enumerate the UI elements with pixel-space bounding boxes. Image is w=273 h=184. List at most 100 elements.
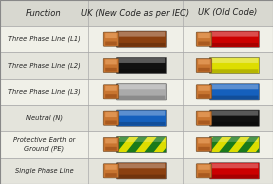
FancyBboxPatch shape: [118, 96, 165, 99]
FancyBboxPatch shape: [118, 111, 165, 116]
FancyBboxPatch shape: [198, 94, 210, 98]
FancyBboxPatch shape: [117, 57, 167, 74]
FancyBboxPatch shape: [196, 32, 212, 46]
FancyBboxPatch shape: [196, 111, 212, 125]
FancyBboxPatch shape: [105, 112, 117, 117]
Bar: [116, 58, 118, 73]
FancyBboxPatch shape: [118, 122, 165, 126]
FancyBboxPatch shape: [211, 137, 258, 142]
FancyBboxPatch shape: [198, 121, 210, 124]
FancyBboxPatch shape: [118, 58, 165, 63]
Text: UK (Old Code): UK (Old Code): [198, 8, 258, 17]
Polygon shape: [190, 137, 212, 152]
FancyBboxPatch shape: [103, 59, 119, 72]
FancyBboxPatch shape: [198, 59, 210, 64]
FancyBboxPatch shape: [209, 57, 260, 74]
FancyBboxPatch shape: [105, 173, 117, 177]
FancyBboxPatch shape: [211, 175, 258, 178]
Text: Three Phase Line (L3): Three Phase Line (L3): [8, 89, 80, 95]
FancyBboxPatch shape: [209, 31, 260, 47]
FancyBboxPatch shape: [196, 137, 212, 152]
Polygon shape: [228, 137, 250, 152]
Bar: [0, 52, 273, 79]
FancyBboxPatch shape: [209, 84, 260, 100]
FancyBboxPatch shape: [105, 94, 117, 98]
FancyBboxPatch shape: [198, 165, 210, 170]
FancyBboxPatch shape: [198, 68, 210, 72]
FancyBboxPatch shape: [117, 31, 167, 47]
FancyBboxPatch shape: [211, 58, 258, 63]
FancyBboxPatch shape: [105, 68, 117, 72]
FancyBboxPatch shape: [118, 32, 165, 37]
Text: Neutral (N): Neutral (N): [25, 115, 63, 121]
Bar: [116, 111, 118, 126]
FancyBboxPatch shape: [198, 112, 210, 117]
FancyBboxPatch shape: [118, 84, 165, 89]
FancyBboxPatch shape: [118, 69, 165, 73]
Text: Single Phase Line: Single Phase Line: [15, 168, 73, 174]
FancyBboxPatch shape: [105, 59, 117, 64]
FancyBboxPatch shape: [118, 163, 165, 168]
FancyBboxPatch shape: [211, 163, 258, 168]
Polygon shape: [99, 137, 120, 152]
FancyBboxPatch shape: [211, 96, 258, 99]
FancyBboxPatch shape: [117, 136, 167, 153]
FancyBboxPatch shape: [198, 147, 210, 151]
Polygon shape: [135, 137, 157, 152]
Text: Three Phase Line (L1): Three Phase Line (L1): [8, 36, 80, 43]
Bar: [0, 26, 273, 52]
Bar: [116, 137, 118, 152]
Bar: [0, 105, 273, 131]
FancyBboxPatch shape: [198, 138, 210, 143]
FancyBboxPatch shape: [211, 111, 258, 116]
FancyBboxPatch shape: [117, 110, 167, 126]
FancyBboxPatch shape: [196, 164, 212, 178]
FancyBboxPatch shape: [198, 33, 210, 38]
FancyBboxPatch shape: [117, 163, 167, 179]
FancyBboxPatch shape: [103, 85, 119, 99]
Bar: [116, 31, 118, 47]
Bar: [209, 111, 211, 126]
Polygon shape: [117, 137, 138, 152]
Polygon shape: [247, 137, 268, 152]
Bar: [209, 163, 211, 178]
FancyBboxPatch shape: [105, 138, 117, 143]
Polygon shape: [265, 137, 273, 152]
FancyBboxPatch shape: [103, 111, 119, 125]
FancyBboxPatch shape: [118, 175, 165, 178]
Bar: [209, 31, 211, 47]
FancyBboxPatch shape: [209, 163, 260, 179]
FancyBboxPatch shape: [209, 136, 260, 153]
FancyBboxPatch shape: [105, 147, 117, 151]
Bar: [0, 158, 273, 184]
FancyBboxPatch shape: [211, 32, 258, 37]
FancyBboxPatch shape: [211, 122, 258, 126]
Bar: [0, 131, 273, 158]
FancyBboxPatch shape: [103, 164, 119, 178]
Bar: [116, 163, 118, 178]
Bar: [0, 79, 273, 105]
FancyBboxPatch shape: [118, 137, 165, 142]
FancyBboxPatch shape: [103, 137, 119, 152]
FancyBboxPatch shape: [105, 121, 117, 124]
FancyBboxPatch shape: [103, 32, 119, 46]
FancyBboxPatch shape: [117, 84, 167, 100]
FancyBboxPatch shape: [198, 173, 210, 177]
FancyBboxPatch shape: [105, 33, 117, 38]
FancyBboxPatch shape: [196, 85, 212, 99]
Bar: [209, 58, 211, 73]
Text: Function: Function: [26, 8, 62, 17]
FancyBboxPatch shape: [211, 84, 258, 89]
FancyBboxPatch shape: [105, 165, 117, 170]
Polygon shape: [172, 137, 193, 152]
FancyBboxPatch shape: [105, 42, 117, 45]
Polygon shape: [192, 137, 213, 152]
Polygon shape: [154, 137, 175, 152]
FancyBboxPatch shape: [118, 43, 165, 47]
Text: Protective Earth or
Ground (PE): Protective Earth or Ground (PE): [13, 137, 75, 151]
FancyBboxPatch shape: [105, 86, 117, 91]
FancyBboxPatch shape: [211, 43, 258, 47]
Bar: [0, 0, 273, 26]
FancyBboxPatch shape: [198, 86, 210, 91]
Bar: [209, 137, 211, 152]
